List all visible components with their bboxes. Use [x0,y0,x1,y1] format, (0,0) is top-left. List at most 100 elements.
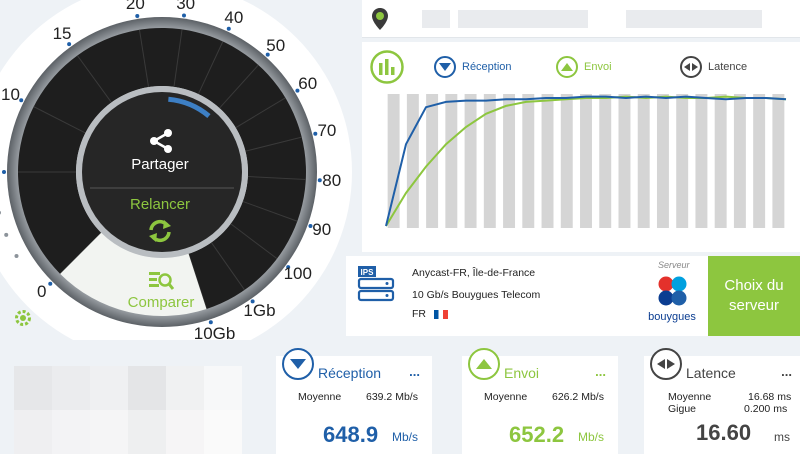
scale-tick [265,52,270,57]
ips-badge: IPS [361,268,375,277]
reception-unit: Mb/s [392,430,419,444]
scale-tick [226,26,231,31]
upload-more-button[interactable]: ... [595,364,606,379]
upload-average-value: 626.2 Mb/s [552,391,604,403]
server-country: FR [412,308,448,320]
gauge-dot [14,254,19,258]
latency-average-value: 16.68 ms [748,391,792,403]
latency-bar [676,94,689,228]
server-caption: Serveur [658,260,690,270]
share-icon [150,129,172,153]
scale-tick [2,170,6,174]
scale-label: 60 [298,74,318,94]
gauge-dot [4,232,9,237]
share-button[interactable]: Partager [128,128,192,178]
dial-segments [18,29,306,310]
upload-series-line [385,95,787,227]
scale-label: 15 [52,24,72,44]
speed-chart-card: Réception Envoi Latence [362,42,800,252]
dial-segment-line [33,106,86,134]
legend-reception-label: Réception [462,61,512,73]
latency-result-card: Latence ... Moyenne 16.68 ms Gigue 0.200 m… [644,348,800,454]
compare-label: Comparer [127,294,195,311]
latency-bar [541,94,554,228]
dial-segment-line [138,29,150,88]
left-right-arrows-icon [680,56,702,78]
dial-segment-line [235,97,286,129]
latency-bar [464,94,477,228]
legend-latency-label: Latence [708,61,748,73]
location-bar [362,0,800,38]
latency-bar [580,94,592,228]
upload-result-card: Envoi ... Moyenne 626.2 Mb/s 652.2 Mb/s [462,348,618,454]
restart-button[interactable]: Relancer [120,194,200,250]
reception-series-line [385,95,787,227]
reception-more-button[interactable]: ... [409,364,420,379]
scale-label: 70 [317,120,337,140]
progress-arc [168,96,211,119]
gauge-dots [0,13,322,325]
dial-segment-line [245,136,302,152]
legend-reception: Réception [434,56,512,78]
scale-label: 0 [37,282,47,302]
scale-tick [313,131,318,136]
latency-average-row: Moyenne 16.68 ms [668,391,800,403]
scale-tick [208,320,213,325]
scale-label: 100 [283,264,312,284]
latency-bar [599,94,612,228]
redacted-block [626,10,762,28]
latency-jitter-row: Gigue 0.200 ms [668,403,800,415]
scale-tick [250,299,255,304]
reception-average-row: Moyenne 639.2 Mb/s [298,391,598,403]
speed-line-chart [385,94,787,228]
server-ips-icon: IPS [357,266,395,302]
latency-bar [733,94,746,228]
choose-server-button[interactable]: Choix du serveur [708,256,800,336]
reception-value: 648.9 [323,422,379,447]
scale-label: 40 [224,7,244,27]
scale-tick [181,13,186,18]
restart-label: Relancer [129,196,191,213]
latency-bar [406,94,419,228]
scale-tick [135,13,140,18]
latency-title: Latence [686,365,736,381]
upload-average-row: Moyenne 626.2 Mb/s [484,391,784,403]
latency-bar [618,94,631,228]
latency-jitter-value: 0.200 ms [744,403,788,415]
upload-value: 652.2 [509,422,565,447]
compare-search-icon [149,272,174,290]
upload-title: Envoi [504,365,540,381]
reception-result-card: Réception ... Moyenne 639.2 Mb/s 648.9 Mb… [276,348,432,454]
bouygues-logo: bouygues [648,276,696,323]
compare-button[interactable]: Comparer [118,268,204,312]
arrow-down-icon [282,348,314,380]
upload-average-label: Moyenne [484,391,528,403]
reception-average-label: Moyenne [298,391,342,403]
compare-wedge [60,232,207,317]
latency-bar [695,94,708,228]
latency-bar [714,94,727,228]
scale-label: 1Gb [243,301,276,321]
latency-bar [560,94,573,228]
bar-chart-icon[interactable] [370,50,404,84]
latency-bar [753,94,766,228]
server-card: IPS Anycast-FR, Île-de-France 10 Gb/s Bo… [346,256,800,336]
left-right-arrows-icon [650,348,682,380]
dial-segment-line [76,55,112,103]
latency-value: 16.60 [696,420,752,445]
latency-more-button[interactable]: ... [781,364,792,379]
scale-label: 90 [312,220,332,240]
latency-bar [656,94,669,228]
scale-tick [286,265,291,270]
scale-label: 30 [176,0,196,13]
latency-unit: ms [774,430,790,444]
settings-gear-icon[interactable] [13,308,33,328]
scale-label: 50 [266,35,286,55]
scale-tick [295,88,300,93]
server-name: Anycast-FR, Île-de-France [412,267,536,279]
arrow-up-icon [468,348,500,380]
dial-segment-line [230,223,278,260]
location-pin-icon [372,8,388,30]
redacted-image [14,366,242,454]
dial-segment-line [242,200,298,222]
